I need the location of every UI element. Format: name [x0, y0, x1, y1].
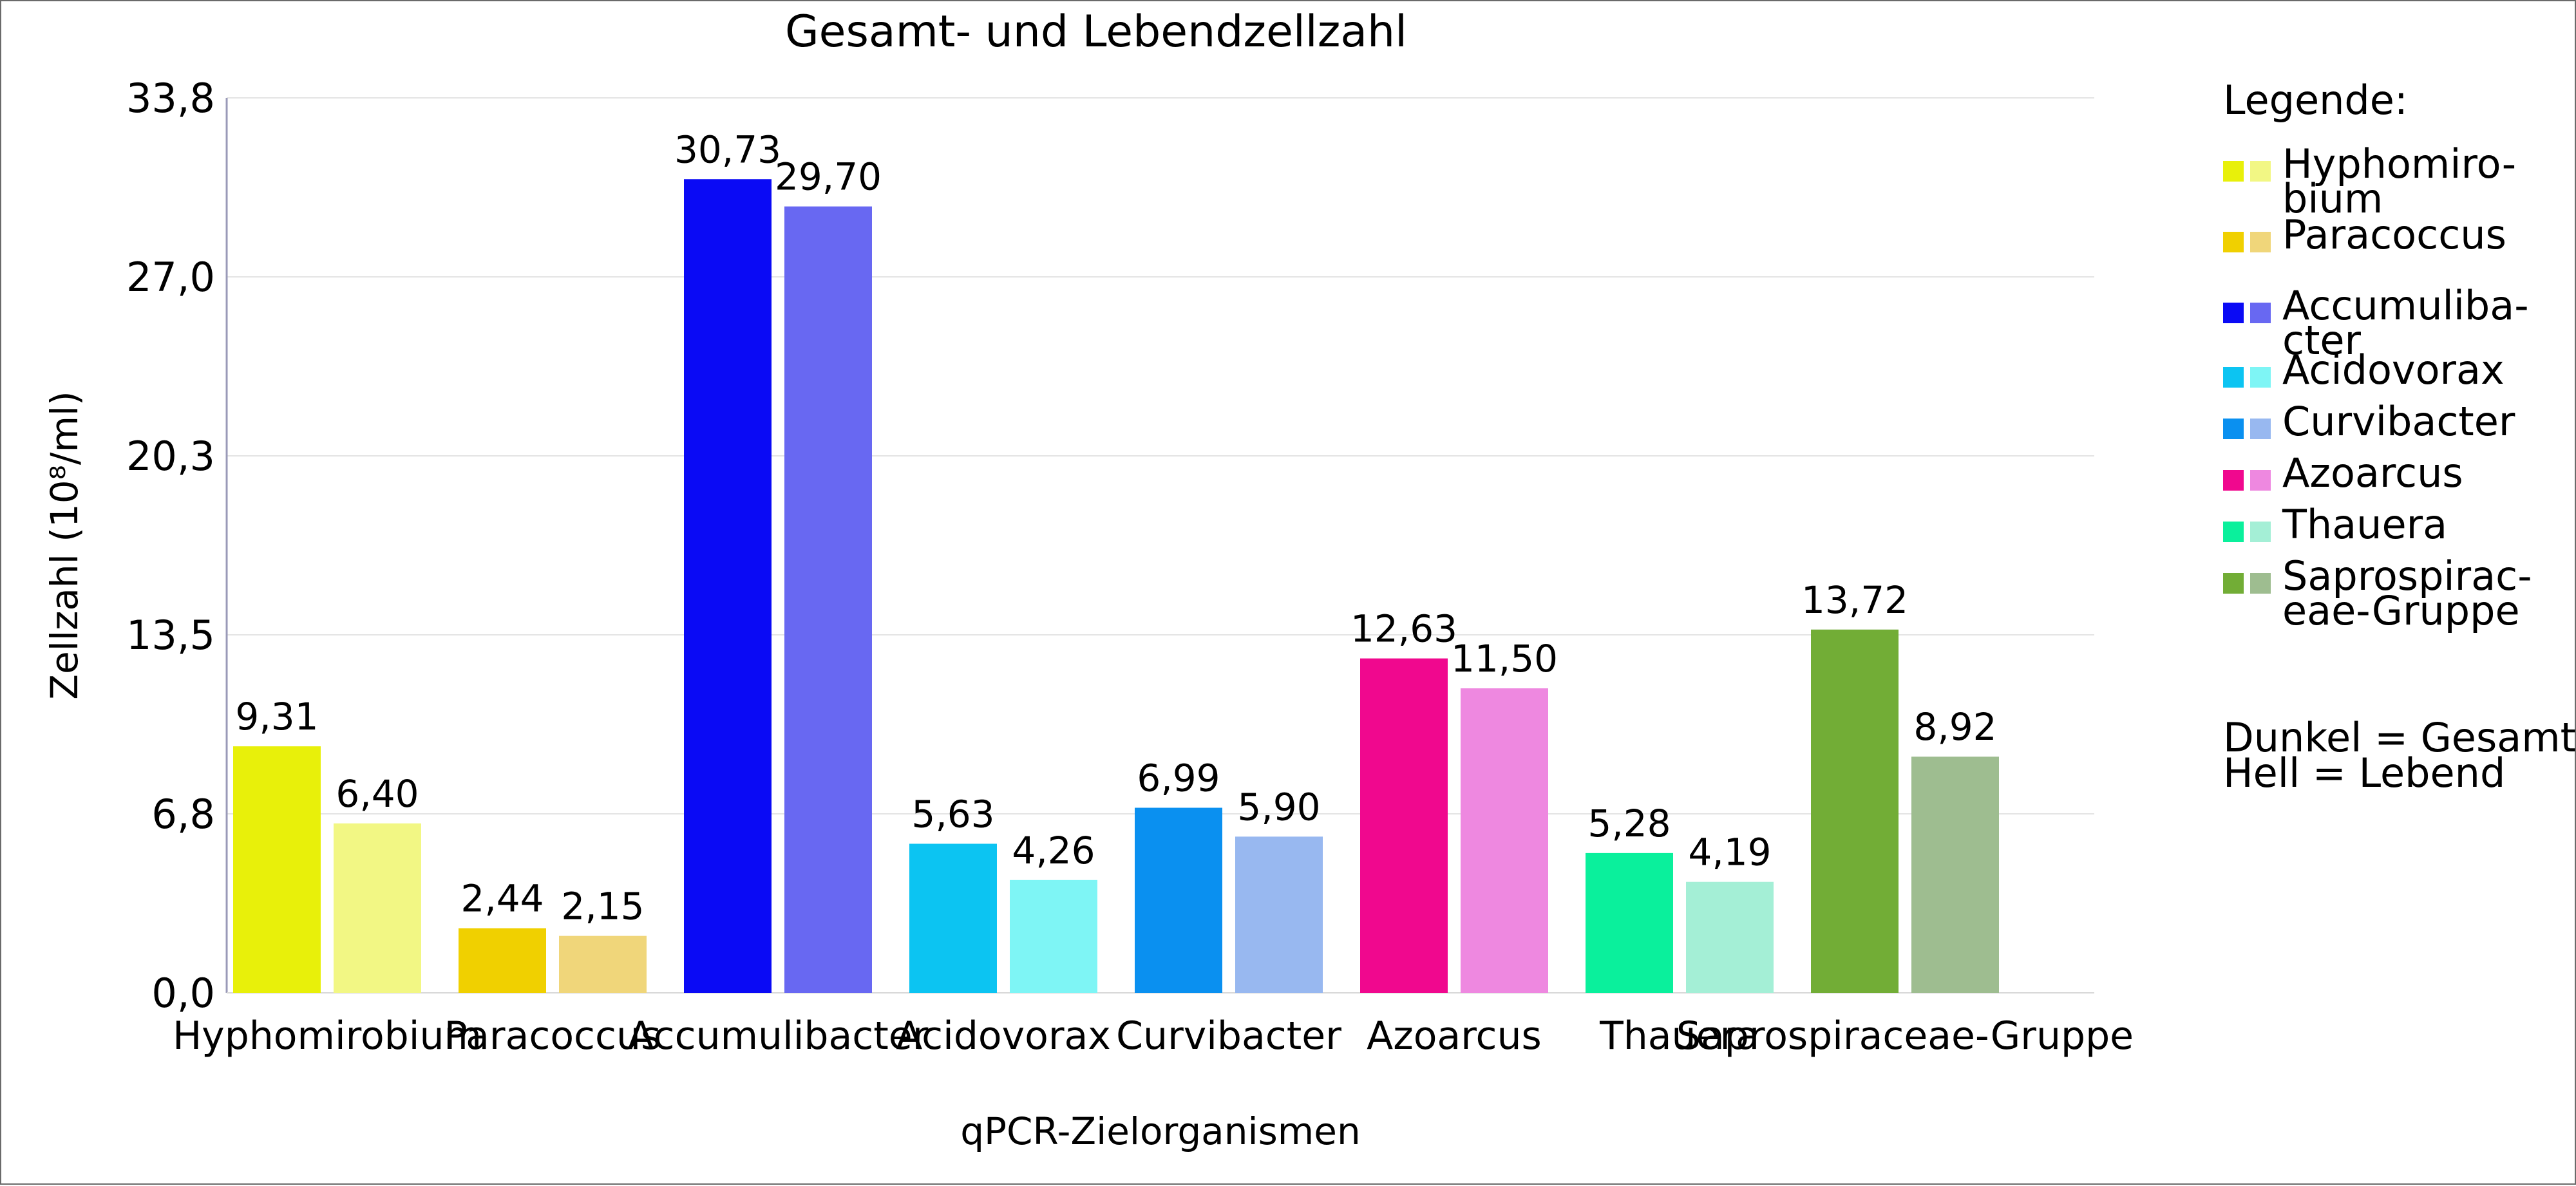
legend-swatch-light [2250, 367, 2271, 388]
legend-swatch-light [2250, 522, 2271, 542]
legend-swatch-light [2250, 303, 2271, 323]
y-tick-label: 0,0 [151, 970, 215, 1017]
bar-value-label: 6,40 [336, 772, 419, 816]
bar-value-label: 13,72 [1801, 578, 1908, 622]
bar-value-label: 5,90 [1237, 785, 1320, 829]
legend-swatch-dark [2223, 573, 2244, 594]
bar-value-label: 9,31 [235, 695, 318, 739]
bar-lebend [1686, 881, 1774, 993]
legend-swatch-light [2250, 470, 2271, 491]
legend-swatch-dark [2223, 303, 2244, 323]
bar-gesamt [1360, 658, 1448, 993]
legend-entry-line: Saprospirac- [2282, 552, 2532, 599]
legend-entry: Paracoccus [2282, 211, 2506, 258]
legend-entry: Thauera [2282, 501, 2447, 548]
bar-lebend [784, 206, 872, 993]
x-tick-label: Accumulibacter [628, 1013, 929, 1059]
y-tick-label: 33,8 [126, 75, 215, 122]
legend-entry-line: Accumuliba- [2282, 282, 2529, 329]
bar-value-label: 30,73 [674, 127, 781, 171]
y-tick-label: 27,0 [126, 254, 215, 301]
legend-swatch-dark [2223, 522, 2244, 542]
x-tick-label: Hyphomirobium [173, 1013, 482, 1059]
legend-entry-line: Paracoccus [2282, 211, 2506, 258]
bar-lebend [334, 823, 421, 993]
y-tick-label: 20,3 [126, 433, 215, 480]
legend-swatch-light [2250, 419, 2271, 439]
legend-entry-line: Acidovorax [2282, 346, 2505, 393]
x-tick-label: Paracoccus [444, 1013, 661, 1059]
legend-entry: Acidovorax [2282, 346, 2505, 393]
bar-gesamt [1135, 807, 1222, 993]
legend-swatch-dark [2223, 419, 2244, 439]
bar-gesamt [1586, 852, 1673, 993]
y-axis-label: Zellzahl (10⁸/ml) [43, 391, 86, 699]
legend-swatch-dark [2223, 470, 2244, 491]
legend-entry: Saprospirac-eae-Gruppe [2282, 552, 2532, 634]
legend-title: Legende: [2223, 77, 2408, 124]
bar-lebend [1911, 757, 1999, 993]
chart-title: Gesamt- und Lebendzellzahl [785, 6, 1407, 57]
bar-gesamt [909, 843, 997, 993]
legend-swatch-light [2250, 232, 2271, 252]
legend-swatch-dark [2223, 232, 2244, 252]
x-tick-label: Curvibacter [1116, 1013, 1341, 1059]
y-axis-ticks: 0,0 6,8 13,5 20,3 27,0 33,8 [126, 75, 215, 1017]
x-axis-ticks: HyphomirobiumParacoccusAccumulibacterAci… [173, 1013, 2134, 1059]
legend-entry: Curvibacter [2282, 398, 2515, 445]
legend-swatch-light [2250, 161, 2271, 182]
bar-value-label: 2,15 [561, 885, 644, 928]
legend-swatch-light [2250, 573, 2271, 594]
x-tick-label: Thauera [1599, 1013, 1759, 1059]
legend-note: Hell = Lebend [2223, 749, 2505, 796]
legend-entry-line: Hyphomiro- [2282, 140, 2516, 187]
x-axis-label: qPCR-Zielorganismen [960, 1109, 1361, 1153]
bar-value-label: 11,50 [1451, 637, 1558, 681]
bar-lebend [1010, 880, 1097, 993]
bar-value-label: 4,26 [1012, 829, 1095, 872]
bar-value-label: 4,19 [1688, 831, 1771, 874]
legend-note: Dunkel = Gesamt [2223, 714, 2576, 761]
legend-swatch-dark [2223, 367, 2244, 388]
legend-entry: Hyphomiro-bium [2282, 140, 2516, 222]
gridlines [225, 97, 2094, 993]
bar-gesamt [233, 746, 321, 993]
bar-value-label: 8,92 [1913, 705, 1996, 749]
bar-value-label: 5,63 [911, 792, 994, 836]
y-tick-label: 6,8 [151, 791, 215, 838]
x-tick-label: Acidovorax [896, 1013, 1111, 1059]
bar-gesamt [1811, 629, 1899, 993]
legend-entry: Azoarcus [2282, 449, 2463, 496]
legend-entry-line: bium [2282, 175, 2383, 222]
x-tick-label: Azoarcus [1367, 1013, 1542, 1059]
bars [233, 179, 1999, 993]
bar-value-label: 6,99 [1137, 757, 1220, 800]
bar-value-label: 2,44 [460, 877, 544, 921]
bar-gesamt [459, 928, 546, 993]
legend-entry-line: eae-Gruppe [2282, 587, 2520, 634]
bar-lebend [559, 936, 647, 993]
legend-entry-line: Curvibacter [2282, 398, 2515, 445]
legend-entry-line: Azoarcus [2282, 449, 2463, 496]
legend-entry-line: cter [2282, 317, 2362, 364]
legend-swatch-dark [2223, 161, 2244, 182]
y-tick-label: 13,5 [126, 612, 215, 659]
bar-lebend [1235, 836, 1323, 993]
bar-value-label: 29,70 [775, 155, 882, 199]
legend-entry: Accumuliba-cter [2282, 282, 2529, 364]
x-tick-label: Saprospiraceae-Gruppe [1676, 1013, 2134, 1059]
bar-value-label: 12,63 [1350, 607, 1457, 651]
bar-value-label: 5,28 [1587, 802, 1671, 845]
bar-gesamt [684, 179, 772, 993]
bar-lebend [1461, 688, 1548, 993]
legend-entry-line: Thauera [2282, 501, 2447, 548]
